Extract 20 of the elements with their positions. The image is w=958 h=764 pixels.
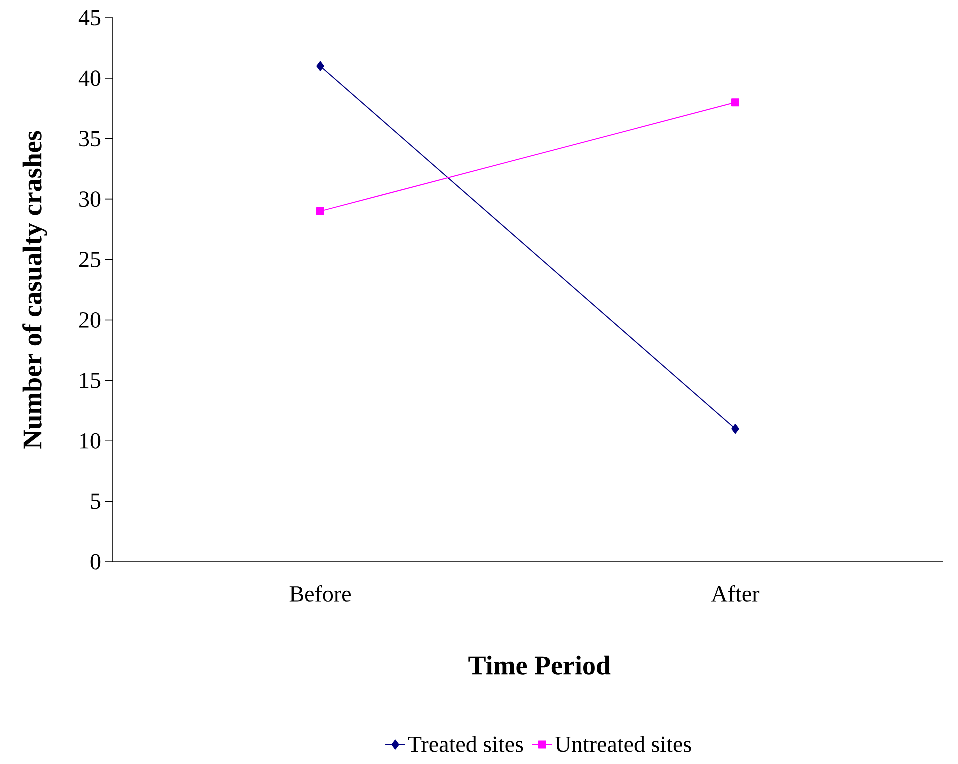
y-tick-label: 25 — [79, 252, 101, 268]
x-axis-title: Time Period — [468, 656, 611, 675]
y-tick-label: 5 — [91, 494, 101, 510]
y-tick-label: 0 — [90, 554, 101, 570]
y-axis-title: Number of casualty crashes — [22, 131, 48, 449]
y-tick-label: 45 — [78, 10, 101, 26]
point — [732, 98, 740, 107]
point — [316, 61, 324, 72]
legend-label: Untreated sites — [555, 736, 692, 752]
x-tick-label: After — [711, 586, 760, 602]
y-tick-label: 15 — [80, 372, 101, 388]
point — [732, 424, 740, 434]
y-tick-label: 40 — [78, 70, 101, 86]
point — [316, 207, 325, 216]
x-tick-label: Before — [290, 586, 351, 602]
y-tick-label: 10 — [80, 433, 101, 449]
legend-label: Treated sites — [408, 736, 524, 752]
y-tick-label: 30 — [80, 192, 101, 208]
y-tick-label: 35 — [80, 131, 101, 147]
y-tick-label: 20 — [79, 312, 101, 328]
